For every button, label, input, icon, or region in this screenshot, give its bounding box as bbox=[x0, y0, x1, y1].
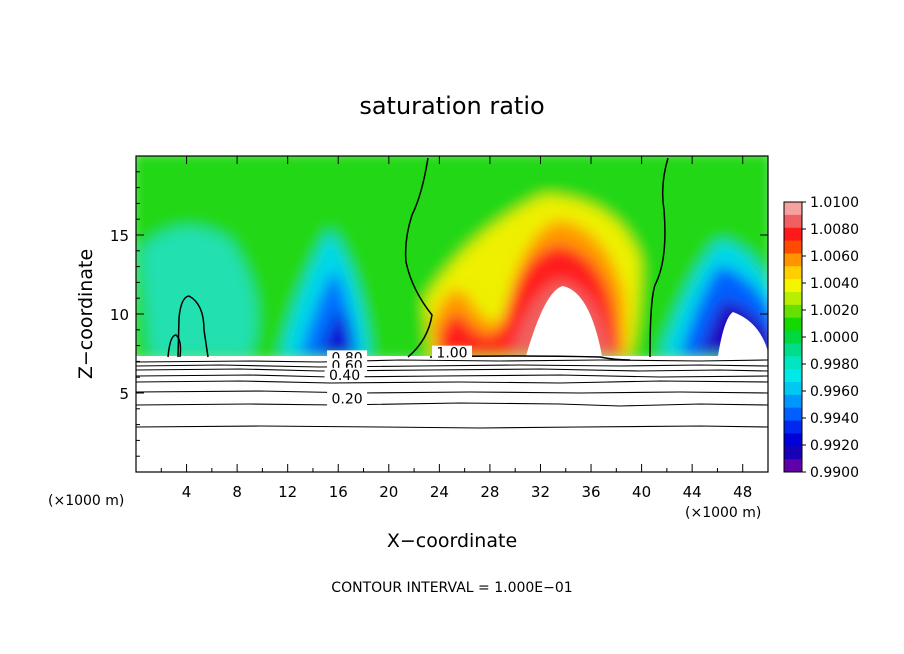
colorbar-swatch bbox=[784, 253, 802, 267]
contour-label-bg bbox=[327, 391, 368, 406]
colorbar-swatch bbox=[784, 407, 802, 422]
field-deep-mid bbox=[320, 310, 352, 356]
contour-0-70 bbox=[136, 364, 768, 368]
plot-area bbox=[136, 156, 768, 472]
contour-0-20 bbox=[136, 402, 768, 407]
colorbar-label: 0.9940 bbox=[810, 411, 859, 427]
supersat-hole-right bbox=[718, 312, 768, 356]
heatmap-field bbox=[136, 156, 768, 362]
x-tick-label: 36 bbox=[581, 483, 600, 501]
contour-label: 0.40 bbox=[329, 368, 360, 384]
colorbar-label: 1.0020 bbox=[810, 303, 859, 319]
x-axis-label: X−coordinate bbox=[387, 530, 517, 552]
layer-contours bbox=[136, 359, 768, 429]
colorbar-swatch bbox=[784, 292, 802, 306]
colorbar-label: 1.0100 bbox=[810, 195, 859, 211]
colorbar-swatch bbox=[784, 394, 802, 409]
contour-0-80 bbox=[136, 359, 768, 363]
contour-lines bbox=[167, 157, 669, 361]
colorbar-label: 0.9920 bbox=[810, 438, 859, 454]
x-tick-label: 16 bbox=[329, 483, 348, 501]
x-tick-label: 40 bbox=[632, 483, 651, 501]
contour-label: 0.20 bbox=[332, 391, 363, 407]
colorbar-swatch bbox=[784, 330, 802, 344]
colorbar-swatch bbox=[784, 382, 802, 396]
colorbar-swatch bbox=[784, 202, 802, 216]
x-tick-label: 20 bbox=[379, 483, 398, 501]
contour-label-bg bbox=[324, 367, 365, 382]
colorbar-swatch bbox=[784, 304, 802, 319]
colorbar-swatch bbox=[784, 214, 802, 229]
colorbar-swatch bbox=[784, 356, 802, 370]
x-tick-label: 12 bbox=[278, 483, 297, 501]
colorbar-swatch bbox=[784, 459, 802, 473]
contour-0-50 bbox=[136, 374, 768, 378]
contour-1-00-left-outer bbox=[177, 295, 209, 358]
colorbar-label: 1.0000 bbox=[810, 330, 859, 346]
colorbar-swatch bbox=[784, 446, 802, 460]
x-tick-label: 8 bbox=[232, 483, 242, 501]
y-axis-label: Z−coordinate bbox=[75, 249, 97, 379]
contour-1-00-left-inner bbox=[167, 334, 182, 358]
y-tick-label: 10 bbox=[110, 306, 129, 324]
contour-0-40 bbox=[136, 380, 768, 384]
supersat-hole-mid bbox=[526, 286, 602, 356]
x-tick-label: 24 bbox=[430, 483, 449, 501]
contour-0-60 bbox=[136, 368, 768, 372]
x-unit-right: (×1000 m) bbox=[685, 505, 761, 521]
contour-1-00-mid bbox=[404, 157, 433, 358]
x-tick-label: 48 bbox=[733, 483, 752, 501]
colorbar-swatch bbox=[784, 369, 802, 383]
contour-0-30 bbox=[136, 390, 768, 394]
x-tick-label: 44 bbox=[683, 483, 702, 501]
y-tick-label: 5 bbox=[119, 385, 129, 403]
contour-label-bg bbox=[432, 345, 472, 360]
colorbar-label: 0.9980 bbox=[810, 357, 859, 373]
colorbar-swatch bbox=[784, 240, 802, 254]
colorbar-swatch bbox=[784, 433, 802, 447]
contour-0-00 bbox=[136, 425, 768, 429]
x-unit-left: (×1000 m) bbox=[48, 493, 124, 509]
contour-1-00-right bbox=[649, 157, 669, 358]
colorbar-label: 1.0060 bbox=[810, 249, 859, 265]
colorbar-label: 1.0040 bbox=[810, 276, 859, 292]
colorbar-swatch bbox=[784, 279, 802, 293]
contour-labels: 0.800.600.400.201.00 bbox=[324, 345, 472, 407]
colorbar-swatch bbox=[784, 343, 802, 357]
colorbar-label: 0.9900 bbox=[810, 465, 859, 481]
contour-label: 1.00 bbox=[436, 346, 467, 362]
colorbar-swatch bbox=[784, 227, 802, 242]
colorbar-label: 0.9960 bbox=[810, 384, 859, 400]
colorbar: 1.0100 1.0080 1.0060 1.0040 1.0020 1.0000 0.99… bbox=[783, 195, 859, 481]
colorbar-label: 1.0080 bbox=[810, 222, 859, 238]
x-tick-label: 28 bbox=[480, 483, 499, 501]
y-ticks: 5 10 15 bbox=[110, 171, 768, 457]
colorbar-swatch bbox=[784, 420, 802, 434]
contour-interval-note: CONTOUR INTERVAL = 1.000E−01 bbox=[331, 580, 572, 596]
contour-1-00-bottom bbox=[429, 355, 631, 361]
colorbar-swatch bbox=[784, 266, 802, 280]
x-ticks: 4 8 12 16 20 24 28 32 36 40 44 48 bbox=[160, 156, 752, 501]
y-tick-label: 15 bbox=[110, 227, 129, 245]
colorbar-swatch bbox=[784, 317, 802, 332]
x-tick-label: 4 bbox=[182, 483, 192, 501]
x-tick-label: 32 bbox=[531, 483, 550, 501]
lower-region bbox=[136, 356, 768, 472]
field-cyan-left bbox=[140, 227, 257, 356]
chart-title: saturation ratio bbox=[359, 92, 544, 120]
